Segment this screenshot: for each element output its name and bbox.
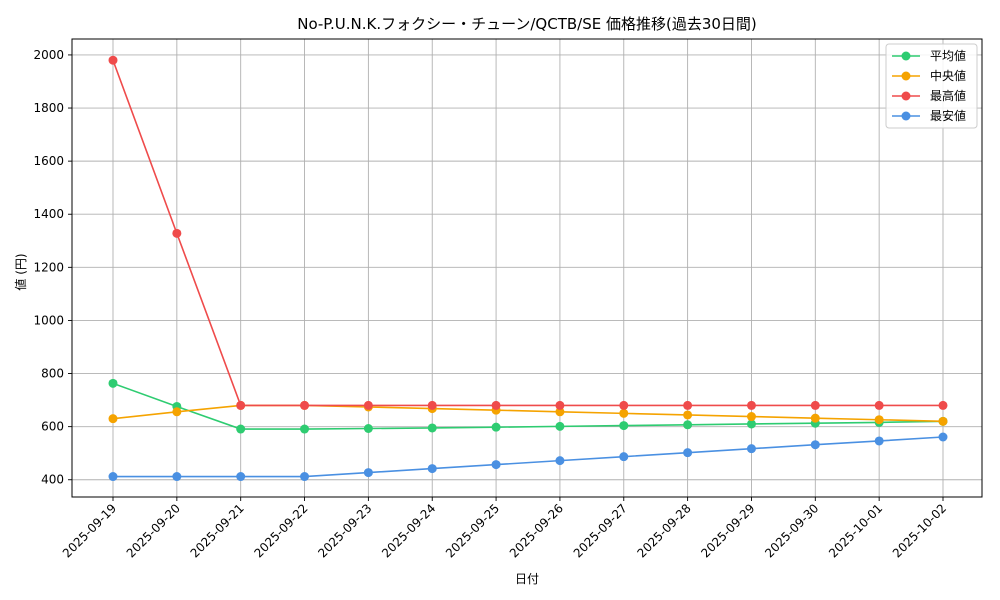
data-point — [874, 436, 884, 446]
data-point — [746, 412, 756, 422]
data-point — [491, 422, 501, 432]
x-tick-label: 2025-09-26 — [507, 501, 566, 560]
data-point — [810, 400, 820, 410]
data-point — [938, 400, 948, 410]
data-point — [363, 423, 373, 433]
data-point — [683, 400, 693, 410]
y-tick-label: 1600 — [33, 154, 64, 168]
data-point — [746, 400, 756, 410]
data-point — [236, 472, 246, 482]
series-3 — [108, 432, 948, 482]
legend-label: 中央値 — [930, 68, 966, 83]
y-tick-label: 1000 — [33, 313, 64, 327]
legend-marker — [901, 71, 911, 81]
y-tick-label: 1800 — [33, 101, 64, 115]
data-point — [874, 400, 884, 410]
y-tick-label: 1400 — [33, 207, 64, 221]
data-point — [236, 400, 246, 410]
x-tick-label: 2025-09-23 — [315, 501, 374, 560]
legend-label: 最高値 — [930, 88, 966, 103]
data-point — [938, 432, 948, 442]
x-tick-label: 2025-10-01 — [826, 501, 885, 560]
data-point — [555, 456, 565, 466]
data-point — [363, 400, 373, 410]
y-tick-label: 1200 — [33, 260, 64, 274]
x-tick-label: 2025-09-22 — [251, 501, 310, 560]
data-point — [363, 468, 373, 478]
data-point — [300, 472, 310, 482]
series-line — [112, 59, 943, 407]
series-line — [113, 436, 944, 478]
series-2 — [108, 55, 948, 410]
data-point — [300, 424, 310, 434]
data-point — [619, 400, 629, 410]
x-tick-label: 2025-09-29 — [698, 501, 757, 560]
legend-marker — [901, 91, 911, 101]
data-point — [172, 472, 182, 482]
data-point — [555, 407, 565, 417]
series-layer — [108, 55, 948, 482]
y-tick-label: 600 — [41, 420, 64, 434]
grid-lines — [72, 39, 982, 497]
data-point — [108, 472, 118, 482]
data-point — [619, 421, 629, 431]
data-point — [555, 400, 565, 410]
y-tick-label: 2000 — [33, 48, 64, 62]
legend-box — [885, 43, 978, 129]
data-point — [810, 413, 820, 423]
data-point — [172, 407, 182, 417]
data-point — [491, 400, 501, 410]
x-tick-label: 2025-10-02 — [890, 501, 949, 560]
data-point — [810, 440, 820, 450]
data-point — [427, 423, 437, 433]
x-axis-label: 日付 — [515, 572, 539, 586]
data-point — [108, 378, 118, 388]
x-tick-label: 2025-09-25 — [443, 501, 502, 560]
data-point — [555, 421, 565, 431]
data-point — [108, 414, 118, 424]
data-point — [683, 420, 693, 430]
data-point — [491, 460, 501, 470]
data-point — [746, 419, 756, 429]
data-point — [619, 452, 629, 462]
y-tick-label: 800 — [41, 367, 64, 381]
legend-marker — [901, 51, 911, 61]
data-point — [746, 444, 756, 454]
data-point — [427, 464, 437, 474]
series-line — [112, 382, 944, 430]
data-point — [683, 410, 693, 420]
plot-frame — [71, 38, 983, 498]
x-tick-label: 2025-09-30 — [762, 501, 821, 560]
data-point — [172, 228, 182, 238]
axes: 2025-09-19 2025-09-20 2025-09-21 2025-09-22… — [33, 38, 983, 560]
data-point — [427, 400, 437, 410]
legend-label: 最安値 — [930, 108, 966, 123]
x-tick-label: 2025-09-21 — [188, 501, 247, 560]
chart-title: No-P.U.N.K.フォクシー・チューン/QCTB/SE 価格推移(過去30日… — [297, 15, 757, 33]
legend-marker — [901, 111, 911, 121]
x-tick-label: 2025-09-24 — [379, 501, 438, 560]
x-tick-label: 2025-09-28 — [635, 501, 694, 560]
x-tick-label: 2025-09-19 — [60, 501, 119, 560]
y-tick-label: 400 — [41, 473, 64, 487]
y-axis-label: 値 (円) — [13, 253, 28, 290]
data-point — [683, 448, 693, 458]
x-tick-label: 2025-09-27 — [571, 501, 630, 560]
data-point — [619, 408, 629, 418]
x-tick-label: 2025-09-20 — [124, 501, 183, 560]
data-point — [300, 400, 310, 410]
data-point — [108, 55, 118, 65]
legend-label: 平均値 — [930, 48, 966, 63]
data-point — [938, 416, 948, 426]
data-point — [874, 415, 884, 425]
data-point — [236, 424, 246, 434]
